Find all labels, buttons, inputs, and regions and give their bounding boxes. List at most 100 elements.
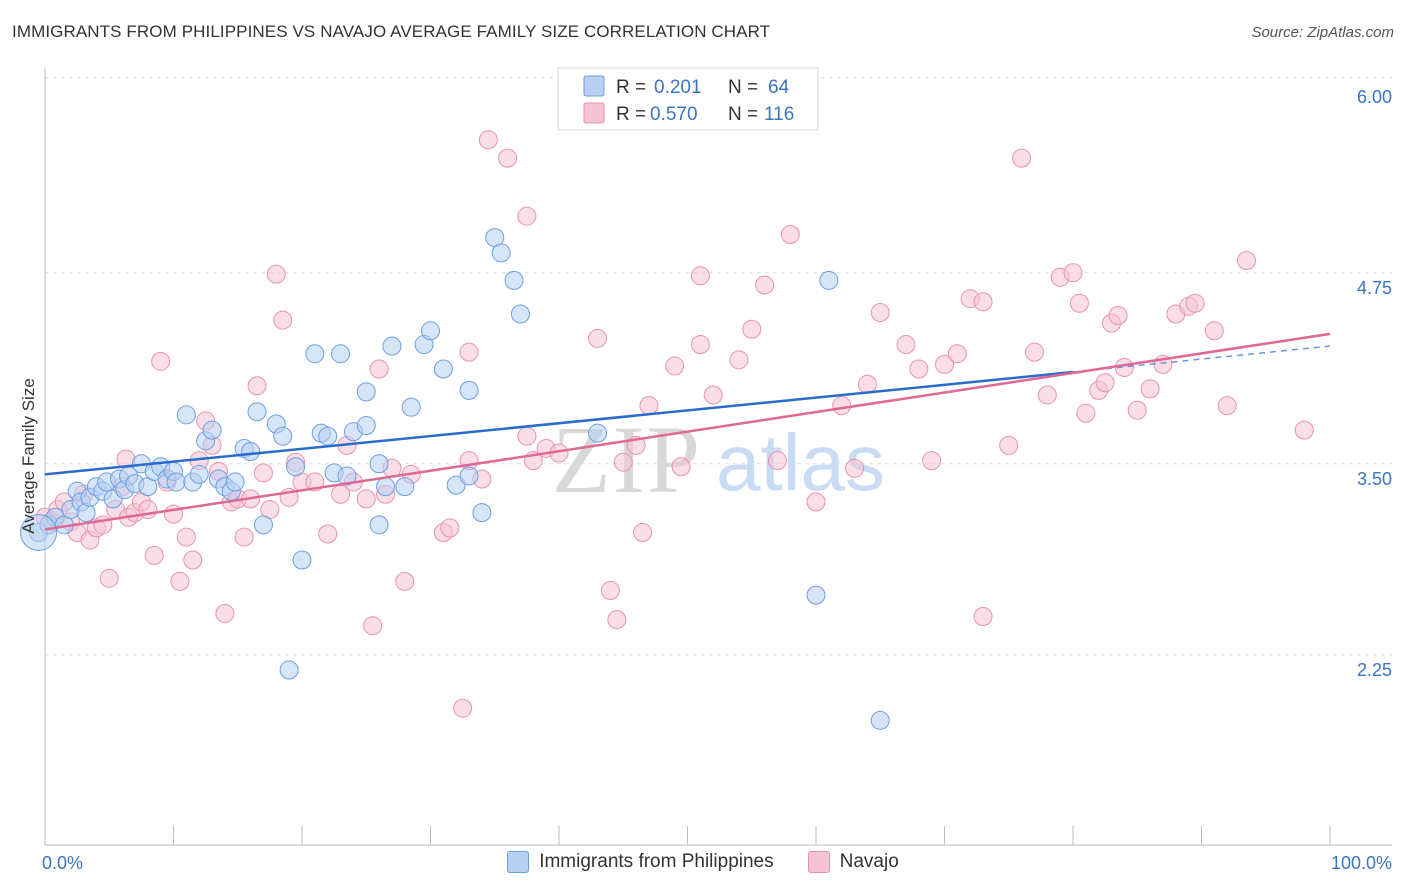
legend-n-label-1: N = [728, 77, 758, 98]
trend-lines [44, 332, 1331, 531]
philippines-point [202, 420, 222, 440]
navajo-point [363, 616, 383, 636]
source-label[interactable]: Source: ZipAtlas.com [1251, 24, 1394, 41]
navajo-point [517, 426, 537, 446]
navajo-point [369, 359, 389, 379]
legend-item-navajo[interactable]: Navajo [807, 851, 899, 873]
legend-label-navajo: Navajo [839, 851, 899, 872]
philippines-point-large [20, 513, 58, 551]
x-tick-label-max: 100.0% [1331, 853, 1392, 873]
navajo-point [588, 328, 608, 348]
navajo-point [478, 130, 498, 150]
philippines-point [401, 397, 421, 417]
y-tick-labels: 2.25 3.50 4.75 6.00 [1357, 87, 1392, 680]
navajo-point [767, 451, 787, 471]
navajo-point [742, 319, 762, 339]
philippines-point [241, 441, 261, 461]
navajo-point [690, 335, 710, 355]
navajo-point [1140, 379, 1160, 399]
navajo-point [170, 571, 190, 591]
navajo-point [909, 359, 929, 379]
navajo-point [870, 302, 890, 322]
navajo-point [395, 571, 415, 591]
philippines-trend-line [44, 370, 1074, 476]
navajo-point [99, 568, 119, 588]
navajo-point [999, 435, 1019, 455]
y-tick-label: 6.00 [1357, 87, 1392, 107]
navajo-point [1108, 306, 1128, 326]
y-axis-label: Average Family Size [19, 378, 38, 534]
legend-r-label-2: R = [616, 104, 646, 125]
navajo-point [234, 527, 254, 547]
navajo-point [247, 376, 267, 396]
navajo-point [453, 698, 473, 718]
legend-n-value-2: 116 [764, 104, 794, 125]
legend-swatch-navajo-bottom [807, 851, 830, 873]
navajo-point [755, 275, 775, 295]
navajo-trend-line [44, 332, 1331, 531]
navajo-point [253, 463, 273, 483]
navajo-point [690, 266, 710, 286]
y-tick-label: 4.75 [1357, 278, 1392, 298]
navajo-point [665, 356, 685, 376]
philippines-point [286, 457, 306, 477]
philippines-point [225, 472, 245, 492]
navajo-point [1185, 293, 1205, 313]
legend-swatch-navajo [583, 102, 605, 124]
navajo-point [1012, 148, 1032, 168]
philippines-point [472, 503, 492, 523]
legend-swatch-philippines [583, 75, 605, 97]
philippines-point [331, 344, 351, 364]
philippines-point [819, 270, 839, 290]
legend-n-label-2: N = [728, 104, 758, 125]
philippines-point [806, 585, 826, 605]
navajo-point [1236, 250, 1256, 270]
navajo-point [729, 350, 749, 370]
legend-r-label-1: R = [616, 77, 646, 98]
navajo-point [1127, 400, 1147, 420]
navajo-point [183, 550, 203, 570]
navajo-point [1217, 396, 1237, 416]
navajo-point [857, 374, 877, 394]
philippines-point [305, 344, 325, 364]
philippines-point [870, 710, 890, 730]
legend-item-philippines[interactable]: Immigrants from Philippines [507, 851, 774, 873]
navajo-point [1294, 420, 1314, 440]
navajo-point [440, 518, 460, 538]
navajo-point [151, 351, 171, 371]
philippines-point [588, 423, 608, 443]
legend-swatch-philippines-bottom [507, 851, 530, 873]
philippines-point [166, 472, 186, 492]
philippines-point [176, 405, 196, 425]
navajo-point [144, 545, 164, 565]
philippines-point [337, 466, 357, 486]
navajo-point [459, 342, 479, 362]
legend-n-value-1: 64 [768, 77, 790, 98]
zipatlas-watermark: ZIP atlas [552, 406, 885, 513]
philippines-point [356, 382, 376, 402]
philippines-point [292, 550, 312, 570]
philippines-point [356, 416, 376, 436]
philippines-point [376, 477, 396, 497]
navajo-point [973, 607, 993, 627]
navajo-point [607, 610, 627, 630]
navajo-point [1069, 293, 1089, 313]
philippines-point [491, 243, 511, 263]
navajo-point [266, 264, 286, 284]
navajo-point [1024, 342, 1044, 362]
navajo-point [273, 310, 293, 330]
philippines-points [20, 228, 890, 730]
philippines-point [253, 515, 273, 535]
navajo-point [947, 344, 967, 364]
navajo-point [1063, 263, 1083, 283]
legend-label-philippines: Immigrants from Philippines [539, 851, 774, 872]
navajo-point [703, 385, 723, 405]
navajo-point [806, 492, 826, 512]
philippines-point [510, 304, 530, 324]
legend-r-value-2: 0.570 [650, 104, 698, 125]
philippines-point [247, 402, 267, 422]
navajo-point [600, 581, 620, 601]
stats-legend: R = 0.201 N = 64 R = 0.570 N = 116 [557, 67, 819, 131]
axes [44, 68, 1392, 846]
navajo-point [633, 522, 653, 542]
